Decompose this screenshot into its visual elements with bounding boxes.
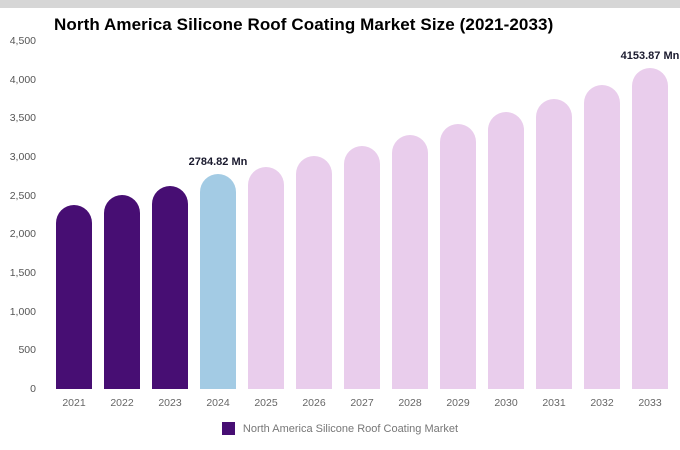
bar-2033[interactable]	[632, 67, 668, 389]
bar-2027[interactable]	[344, 146, 380, 389]
y-tick-label: 3,500	[9, 112, 36, 125]
bar-column	[482, 112, 530, 389]
bar-column	[434, 123, 482, 389]
x-tick-label: 2032	[590, 397, 614, 409]
bar-column: 2784.82 Mn	[189, 156, 247, 389]
bar-column	[98, 194, 146, 389]
y-axis: 0 500 1,000 1,500 2,000 2,500 3,000 3,500 4,000 4…	[0, 35, 40, 395]
y-tick-label: 1,000	[9, 305, 36, 318]
y-tick-label: 4,500	[9, 35, 36, 47]
chart-title: North America Silicone Roof Coating Mark…	[54, 15, 554, 34]
bar-column	[242, 167, 290, 389]
x-tick-label: 2028	[398, 397, 422, 409]
x-tick-label: 2022	[110, 397, 134, 409]
y-tick-label: 500	[18, 344, 36, 357]
bar-2026[interactable]	[296, 156, 332, 389]
x-tick-label: 2033	[638, 397, 662, 409]
bar-column	[338, 146, 386, 389]
bar-2024[interactable]	[200, 173, 236, 389]
x-tick-label: 2027	[350, 397, 374, 409]
x-tick-label: 2024	[206, 397, 230, 409]
bar-column	[578, 85, 626, 389]
window-top-strip	[0, 0, 680, 8]
x-tick-label: 2023	[158, 397, 182, 409]
y-tick-label: 4,000	[9, 73, 36, 86]
y-tick-label: 0	[30, 383, 36, 395]
legend: North America Silicone Roof Coating Mark…	[0, 422, 680, 435]
x-axis: 2021 2022 2023 2024 2025 2026 2027 2028 2029 2030…	[46, 397, 678, 409]
x-tick-label: 2029	[446, 397, 470, 409]
bar-2032[interactable]	[584, 85, 620, 389]
x-tick-label: 2031	[542, 397, 566, 409]
y-tick-label: 3,000	[9, 151, 36, 163]
bars: 2784.82 Mn 4153.87 Mn	[46, 41, 679, 389]
plot-area: 0 500 1,000 1,500 2,000 2,500 3,000 3,500 4,000 4…	[10, 35, 680, 395]
bar-2028[interactable]	[392, 134, 428, 389]
bar-2021[interactable]	[56, 204, 92, 389]
x-tick-label: 2030	[494, 397, 518, 409]
bar-2022[interactable]	[104, 194, 140, 389]
x-tick-label: 2021	[62, 397, 86, 409]
data-label: 4153.87 Mn	[620, 49, 680, 62]
bar-column	[290, 156, 338, 389]
y-tick-label: 2,000	[9, 228, 36, 241]
legend-label: North America Silicone Roof Coating Mark…	[242, 422, 459, 435]
bar-2031[interactable]	[536, 99, 572, 389]
x-tick-label: 2025	[254, 397, 278, 409]
bar-column	[50, 204, 98, 389]
bar-2029[interactable]	[440, 123, 476, 389]
bar-column	[146, 185, 194, 389]
bar-2030[interactable]	[488, 112, 524, 389]
bar-2025[interactable]	[248, 167, 284, 389]
x-tick-label: 2026	[302, 397, 326, 409]
legend-swatch-icon	[221, 422, 235, 435]
bar-column	[530, 99, 578, 389]
data-label: 2784.82 Mn	[188, 155, 248, 168]
y-tick-label: 1,500	[9, 267, 36, 279]
y-tick-label: 2,500	[9, 189, 36, 202]
bar-column	[386, 134, 434, 389]
bar-2023[interactable]	[152, 185, 188, 389]
bar-column: 4153.87 Mn	[621, 50, 679, 389]
